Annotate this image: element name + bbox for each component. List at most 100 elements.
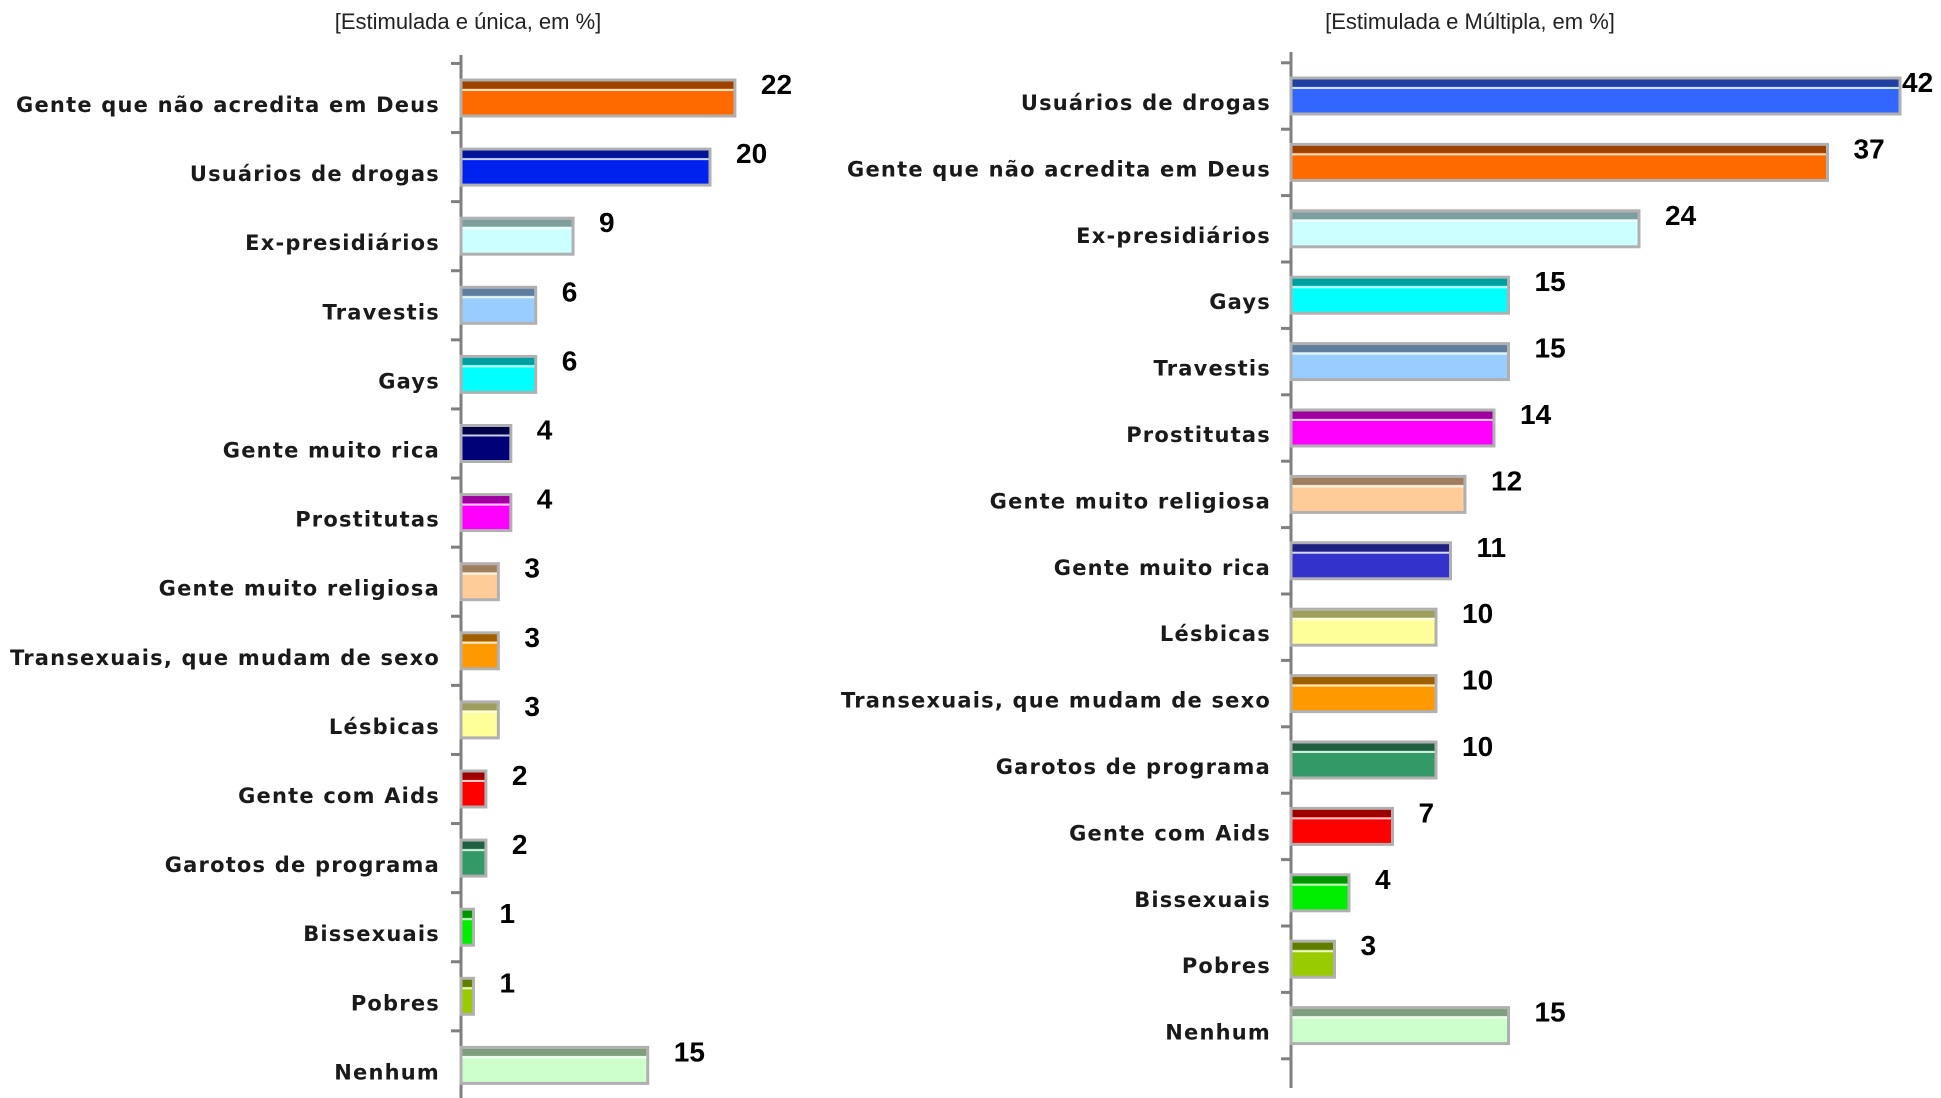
value-label: 4 <box>1375 864 1391 895</box>
bar-top-edge <box>1292 411 1493 419</box>
bar <box>1289 142 1829 182</box>
value-label: 15 <box>1535 266 1566 297</box>
value-label: 3 <box>524 622 540 653</box>
value-label: 22 <box>761 69 792 100</box>
category-label: Ex-presidiários <box>1076 224 1271 248</box>
category-label: Bissexuais <box>303 922 440 946</box>
bar <box>1289 806 1394 846</box>
chart-right-multiple-response: [Estimulada e Múltipla, em %] Usuários d… <box>841 9 1933 1088</box>
chart-left-single-response: [Estimulada e única, em %] Gente que não… <box>10 9 792 1098</box>
bar <box>1289 474 1467 514</box>
bar-top-edge <box>462 427 510 434</box>
bar <box>459 216 575 256</box>
bar <box>1289 541 1452 581</box>
bar-top-edge <box>462 1048 647 1056</box>
category-label: Garotos de programa <box>996 755 1271 779</box>
bar-top-edge <box>462 910 472 918</box>
category-label: Prostitutas <box>1126 423 1271 447</box>
bar-top-edge <box>462 81 734 89</box>
category-label: Usuários de drogas <box>1021 91 1271 115</box>
bar <box>459 700 500 740</box>
value-label: 2 <box>512 829 528 860</box>
bar-top-edge <box>1292 79 1899 87</box>
bar-top-edge <box>1292 876 1348 884</box>
bar <box>459 285 538 325</box>
bar-top-edge <box>462 150 709 158</box>
bar-top-edge <box>1292 809 1391 817</box>
bar-top-edge <box>462 565 497 573</box>
value-label: 7 <box>1419 797 1435 828</box>
category-label: Gays <box>1209 290 1271 314</box>
bar-top-edge <box>1292 743 1435 751</box>
category-label: Usuários de drogas <box>190 162 440 186</box>
value-label: 2 <box>512 760 528 791</box>
value-label: 3 <box>524 691 540 722</box>
category-label: Transexuais, que mudam de sexo <box>841 689 1271 713</box>
category-label: Nenhum <box>334 1060 440 1084</box>
bar-top-edge <box>1292 610 1435 618</box>
bar <box>459 354 538 394</box>
chart-title-left: [Estimulada e única, em %] <box>335 9 602 34</box>
bar-top-edge <box>1292 345 1507 353</box>
category-label: Gente com Aids <box>238 784 440 808</box>
bar <box>1289 408 1496 448</box>
value-label: 15 <box>674 1036 705 1067</box>
category-label: Travestis <box>1153 357 1271 381</box>
bar <box>1289 873 1351 913</box>
bar <box>1289 76 1902 116</box>
bar <box>1289 740 1438 780</box>
value-label: 10 <box>1462 731 1493 762</box>
bar-top-edge <box>1292 278 1507 286</box>
bar-top-edge <box>462 634 497 642</box>
value-label: 1 <box>499 967 515 998</box>
category-label: Prostitutas <box>295 508 440 532</box>
bar-top-edge <box>1292 477 1464 485</box>
value-label: 4 <box>537 484 553 515</box>
value-label: 42 <box>1902 67 1933 98</box>
bar <box>459 838 488 878</box>
value-label: 15 <box>1535 997 1566 1028</box>
value-label: 15 <box>1535 333 1566 364</box>
bar-top-edge <box>1292 677 1435 685</box>
category-label: Garotos de programa <box>165 853 440 877</box>
bar-top-edge <box>462 219 572 227</box>
bar <box>1289 939 1336 979</box>
bar <box>1289 1006 1510 1046</box>
bar-top-edge <box>462 357 535 365</box>
category-label: Gente que não acredita em Deus <box>847 157 1271 181</box>
category-label: Gente muito rica <box>223 439 440 463</box>
bar <box>1289 674 1438 714</box>
category-label: Pobres <box>1182 954 1271 978</box>
category-label: Lésbicas <box>1160 622 1271 646</box>
bar <box>1289 209 1641 249</box>
bar-top-edge <box>462 841 485 849</box>
chart-title-right: [Estimulada e Múltipla, em %] <box>1325 9 1615 34</box>
value-label: 3 <box>524 553 540 584</box>
bar-top-edge <box>462 979 472 987</box>
value-label: 37 <box>1854 133 1885 164</box>
bar <box>459 769 488 809</box>
bar <box>1289 607 1438 647</box>
bar <box>459 147 712 187</box>
bar <box>459 78 737 118</box>
category-label: Pobres <box>351 991 440 1015</box>
value-label: 11 <box>1477 532 1507 563</box>
bar <box>459 493 513 533</box>
bar-top-edge <box>1292 544 1449 552</box>
category-label: Gente muito religiosa <box>159 577 440 601</box>
category-label: Lésbicas <box>329 715 440 739</box>
value-label: 3 <box>1361 930 1377 961</box>
bar <box>1289 342 1510 382</box>
bar-top-edge <box>462 772 485 780</box>
value-label: 1 <box>499 898 515 929</box>
bar-top-edge <box>462 496 510 504</box>
category-label: Gente que não acredita em Deus <box>16 93 440 117</box>
bar-top-edge <box>1292 212 1638 220</box>
bar <box>459 631 500 671</box>
value-label: 4 <box>537 415 553 446</box>
bar-top-edge <box>1292 145 1826 153</box>
value-label: 6 <box>562 276 578 307</box>
category-label: Transexuais, que mudam de sexo <box>10 646 440 670</box>
value-label: 20 <box>736 138 767 169</box>
category-label: Gente muito religiosa <box>990 489 1271 513</box>
